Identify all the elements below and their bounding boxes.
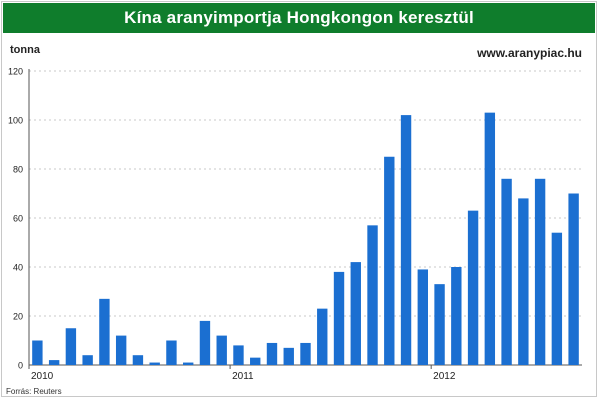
bar — [266, 342, 278, 365]
y-tick-label: 100 — [8, 116, 23, 126]
y-tick-label: 80 — [13, 165, 23, 175]
bar — [451, 267, 462, 365]
x-year-label: 2010 — [31, 371, 54, 382]
y-axis-unit-label: tonna — [10, 44, 40, 56]
bar — [568, 193, 579, 365]
bar — [384, 156, 395, 365]
x-year-label: 2012 — [433, 371, 456, 382]
y-tick-label: 60 — [13, 214, 23, 224]
chart-title: Kína aranyimportja Hongkongon keresztül — [3, 3, 595, 33]
bar — [32, 340, 43, 365]
bar — [166, 340, 177, 365]
bar — [350, 262, 361, 365]
bar — [199, 320, 211, 365]
y-tick-label: 40 — [13, 263, 23, 273]
bar — [534, 178, 546, 365]
bar — [183, 362, 194, 365]
bar — [82, 355, 93, 365]
bar — [99, 298, 110, 365]
bar — [367, 225, 378, 365]
bar — [233, 345, 244, 365]
bar — [501, 178, 512, 365]
bar — [283, 347, 294, 365]
y-tick-label: 0 — [18, 361, 23, 371]
bar — [333, 271, 345, 365]
bar — [400, 115, 412, 365]
bar — [250, 357, 261, 365]
bar — [300, 342, 311, 365]
bar — [115, 335, 127, 365]
bar — [132, 355, 144, 365]
bar — [467, 210, 479, 365]
bar — [484, 112, 496, 366]
bar — [518, 198, 529, 365]
x-year-label: 2011 — [232, 371, 254, 382]
bar — [216, 335, 227, 365]
source-label: Forrás: Reuters — [6, 387, 62, 396]
bar — [48, 360, 60, 365]
y-tick-label: 120 — [8, 67, 23, 77]
y-tick-label: 20 — [13, 312, 23, 322]
bar — [434, 284, 445, 365]
bar — [551, 232, 563, 365]
bar — [317, 308, 328, 365]
bar — [149, 362, 160, 365]
bar — [65, 328, 77, 365]
bar — [417, 269, 428, 365]
website-label: www.aranypiac.hu — [477, 46, 582, 60]
